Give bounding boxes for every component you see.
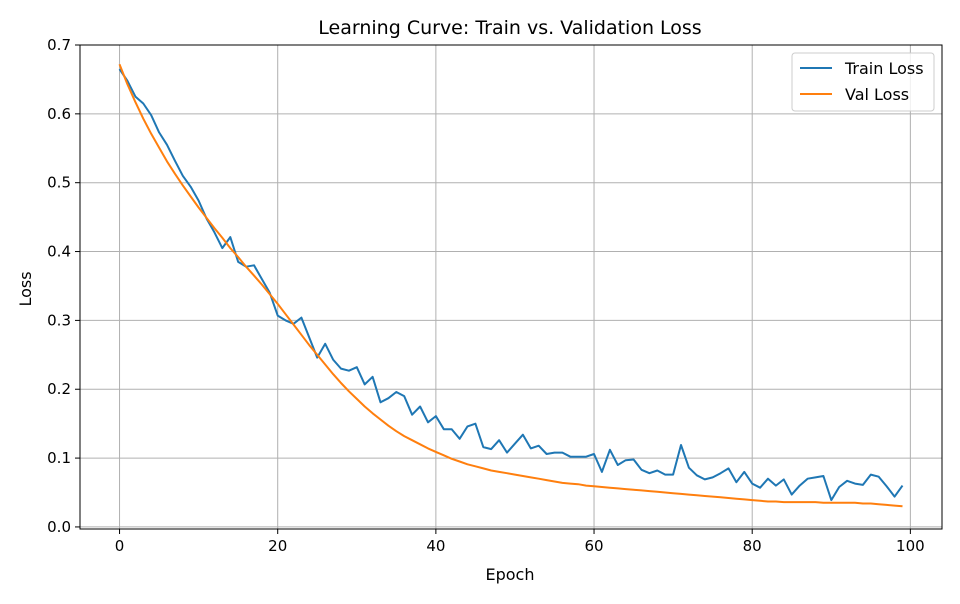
x-axis-label: Epoch [486,565,535,584]
legend-train-label: Train Loss [844,59,924,78]
y-tick-label-3: 0.3 [47,311,71,329]
y-tick-label-0: 0.0 [47,518,71,536]
ticks: 0 20 40 60 80 100 0.0 0.1 0.2 0.3 0.4 0.5 0.6 0.7 [47,36,925,555]
x-tick-label-2: 40 [426,537,445,555]
y-tick-label-5: 0.5 [47,174,71,192]
x-tick-label-3: 60 [584,537,603,555]
y-tick-label-4: 0.4 [47,243,71,261]
x-tick-label-4: 80 [743,537,762,555]
train-loss-line [118,68,904,502]
chart-title: Learning Curve: Train vs. Validation Los… [318,17,701,39]
y-tick-label-2: 0.2 [47,380,71,398]
x-tick-label-1: 20 [268,537,287,555]
plot-frame [79,44,943,530]
y-axis-label: Loss [16,271,35,306]
y-tick-label-7: 0.7 [47,36,71,54]
x-tick-label-5: 100 [896,537,925,555]
legend-val-label: Val Loss [845,85,909,104]
grid [80,44,942,529]
legend: Train Loss Val Loss [791,52,935,112]
series-layer [118,63,904,508]
y-tick-label-6: 0.6 [47,105,71,123]
x-tick-label-0: 0 [115,537,125,555]
val-loss-line [118,63,903,508]
y-tick-label-1: 0.1 [47,449,71,467]
